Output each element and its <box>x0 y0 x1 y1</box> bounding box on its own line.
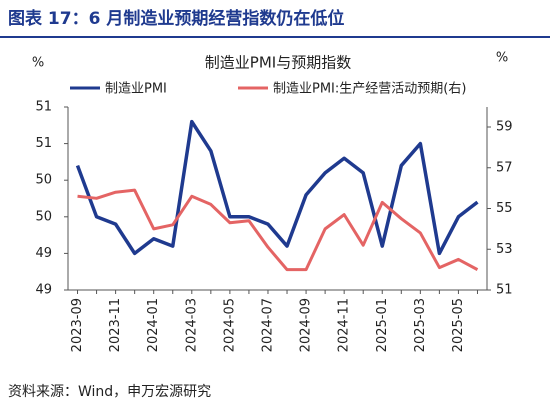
x-tick-label: 2024-11 <box>337 298 352 352</box>
legend-label: 制造业PMI:生产经营活动预期(右) <box>273 82 466 97</box>
x-tick-label: 2025-05 <box>451 298 466 352</box>
x-tick-label: 2023-09 <box>70 298 85 352</box>
x-tick-label: 2025-03 <box>413 298 428 352</box>
x-tick-label: 2024-03 <box>184 298 199 352</box>
chart-title: 制造业PMI与预期指数 <box>205 54 351 72</box>
y-tick-label: 50 <box>35 173 52 188</box>
series-line <box>77 188 479 272</box>
y2-axis-label: % <box>496 51 508 66</box>
y2-tick-label: 55 <box>496 201 513 216</box>
x-tick-label: 2024-05 <box>222 298 237 352</box>
y-tick-label: 51 <box>35 100 52 115</box>
y2-tick-label: 53 <box>496 242 513 257</box>
y-axis-label: % <box>32 56 44 71</box>
y-tick-label: 50 <box>35 209 52 224</box>
x-tick-label: 2024-07 <box>260 298 275 352</box>
x-tick-label: 2025-01 <box>375 298 390 352</box>
y2-tick-label: 59 <box>496 120 513 135</box>
y-tick-label: 49 <box>35 246 52 261</box>
x-tick-label: 2023-11 <box>108 298 123 352</box>
y-tick-label: 49 <box>35 283 52 298</box>
x-tick-label: 2024-09 <box>299 298 314 352</box>
series-line <box>75 119 479 256</box>
legend-label: 制造业PMI <box>105 82 167 97</box>
y2-tick-label: 51 <box>496 283 513 298</box>
y-tick-label: 51 <box>35 136 52 151</box>
header-title: 图表 17：6 月制造业预期经营指数仍在低位 <box>8 8 344 29</box>
x-tick-label: 2024-01 <box>146 298 161 352</box>
source: 资料来源：Wind，申万宏源研究 <box>8 384 211 400</box>
y2-tick-label: 57 <box>496 160 513 175</box>
